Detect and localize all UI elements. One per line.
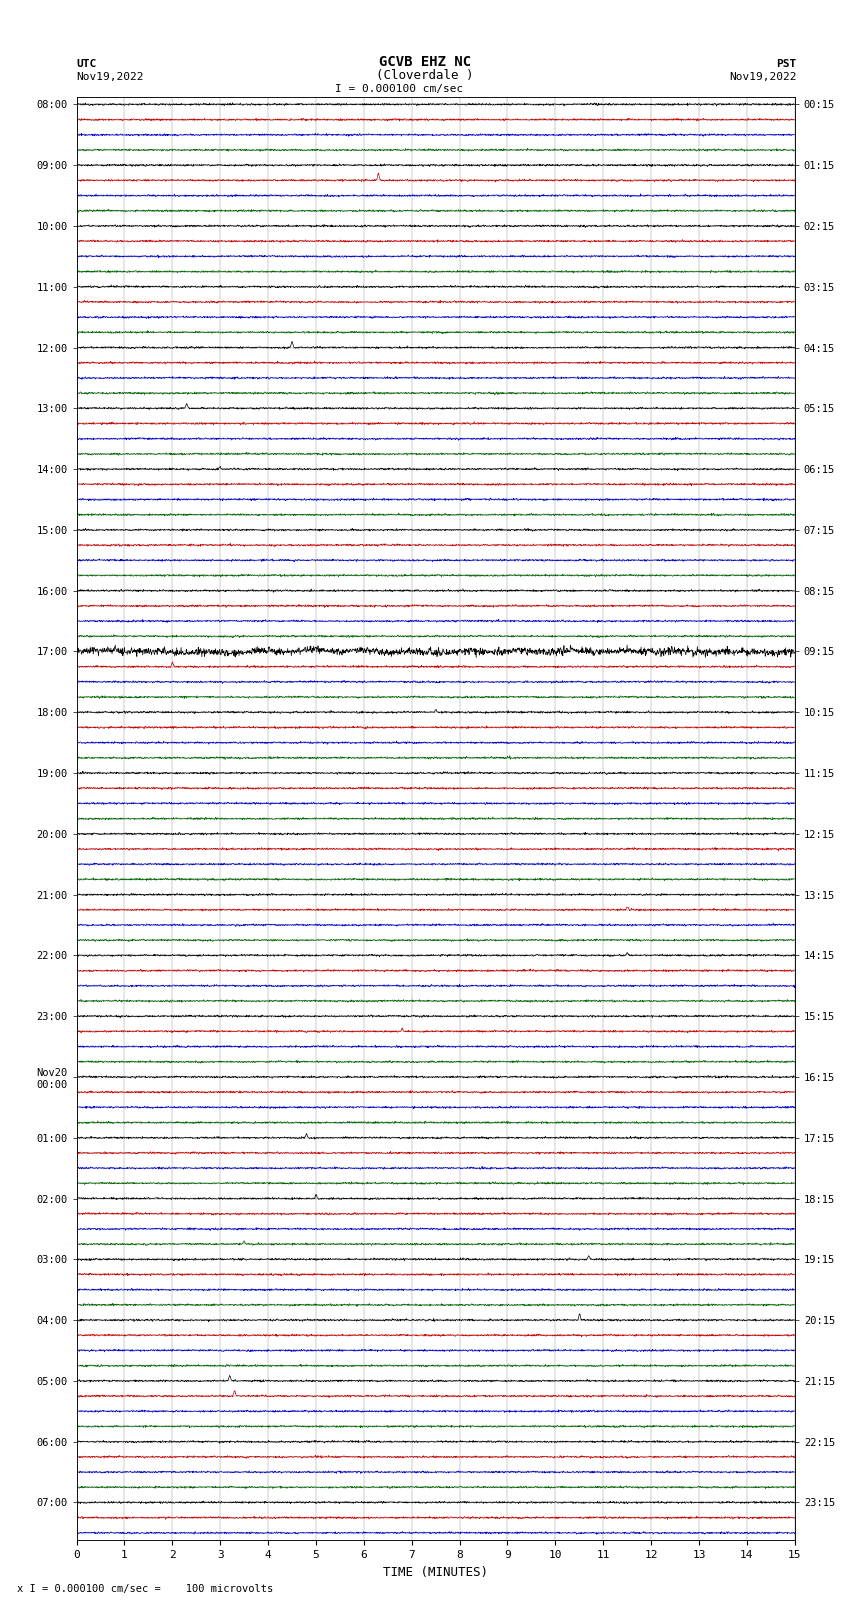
X-axis label: TIME (MINUTES): TIME (MINUTES) [383,1566,488,1579]
Text: I = 0.000100 cm/sec: I = 0.000100 cm/sec [336,84,463,94]
Text: UTC: UTC [76,60,97,69]
Text: (Cloverdale ): (Cloverdale ) [377,69,473,82]
Text: Nov19,2022: Nov19,2022 [729,73,796,82]
Text: GCVB EHZ NC: GCVB EHZ NC [379,55,471,69]
Text: Nov19,2022: Nov19,2022 [76,73,144,82]
Text: PST: PST [776,60,796,69]
Text: x I = 0.000100 cm/sec =    100 microvolts: x I = 0.000100 cm/sec = 100 microvolts [17,1584,273,1594]
